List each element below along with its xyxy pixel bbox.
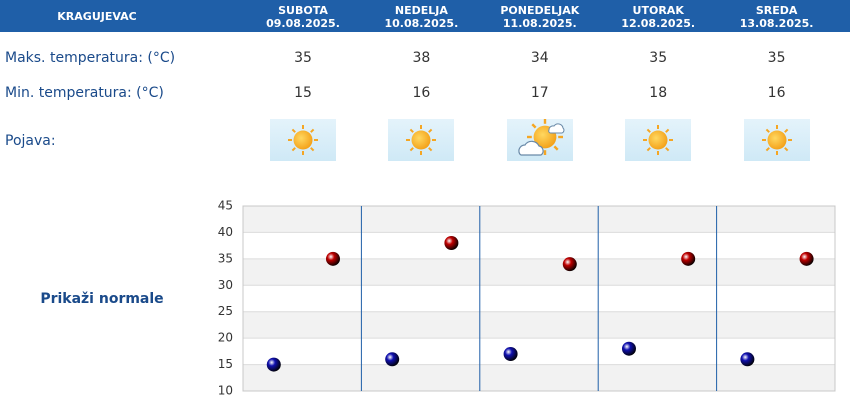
day-date: 11.08.2025. bbox=[503, 17, 577, 30]
cell-value: 34 bbox=[531, 50, 549, 66]
cell-value: 35 bbox=[294, 50, 312, 66]
city: KRAGUJEVAC bbox=[57, 10, 136, 23]
grid-band bbox=[243, 311, 835, 339]
day-date: 10.08.2025. bbox=[385, 17, 459, 30]
temp-dot bbox=[681, 251, 696, 266]
grid-band bbox=[243, 258, 835, 286]
y-tick-label: 20 bbox=[218, 331, 233, 345]
grid-band bbox=[243, 206, 835, 233]
day-name: UTORAK bbox=[633, 4, 685, 17]
row-label: Min. temperatura: (°C) bbox=[5, 85, 164, 101]
cell-value: 35 bbox=[649, 50, 667, 66]
temp-dot bbox=[266, 357, 281, 372]
row-label: Maks. temperatura: (°C) bbox=[5, 50, 175, 66]
y-tick-label: 30 bbox=[218, 278, 233, 292]
cell-value: 16 bbox=[768, 85, 786, 101]
temp-dot bbox=[385, 352, 400, 367]
cell-value: 16 bbox=[412, 85, 430, 101]
header-bar bbox=[0, 0, 850, 32]
normals-link[interactable]: Prikaži normale bbox=[40, 291, 163, 307]
y-tick-label: 10 bbox=[218, 384, 233, 398]
y-tick-label: 35 bbox=[218, 251, 233, 265]
weather-icons bbox=[270, 117, 810, 161]
cell-value: 35 bbox=[768, 50, 786, 66]
y-tick-label: 25 bbox=[218, 304, 233, 318]
temp-dot bbox=[503, 347, 518, 361]
day-name: SREDA bbox=[756, 4, 798, 17]
temp-dot bbox=[621, 341, 636, 356]
cell-value: 38 bbox=[412, 50, 430, 66]
temp-dot bbox=[325, 251, 340, 266]
cell-value: 15 bbox=[294, 85, 312, 101]
day-date: 12.08.2025. bbox=[621, 17, 695, 30]
grid-band bbox=[243, 364, 835, 391]
day-date: 09.08.2025. bbox=[266, 17, 340, 30]
y-tick-label: 40 bbox=[218, 225, 233, 239]
temp-dot bbox=[562, 257, 577, 272]
day-name: NEDELJA bbox=[395, 4, 448, 17]
temp-dot bbox=[740, 352, 755, 367]
row-label: Pojava: bbox=[5, 133, 56, 149]
day-date: 13.08.2025. bbox=[740, 17, 814, 30]
y-tick-label: 15 bbox=[218, 357, 233, 371]
cell-value: 18 bbox=[649, 85, 667, 101]
temp-dot bbox=[799, 251, 814, 266]
y-tick-label: 45 bbox=[218, 199, 233, 213]
cell-value: 17 bbox=[531, 85, 549, 101]
day-name: PONEDELJAK bbox=[500, 4, 579, 17]
temp-dot bbox=[444, 236, 459, 250]
day-name: SUBOTA bbox=[278, 4, 328, 17]
plot-frame bbox=[242, 205, 836, 392]
